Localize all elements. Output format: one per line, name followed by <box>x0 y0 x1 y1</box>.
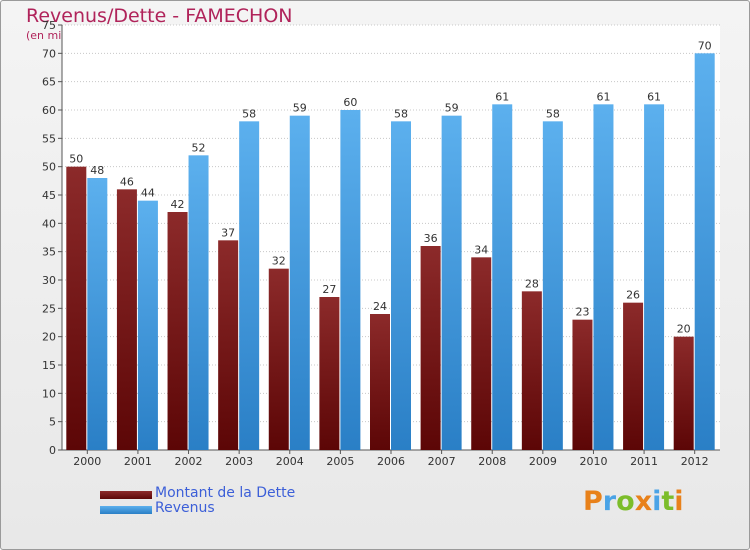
data-label-revenus: 70 <box>698 39 712 52</box>
x-tick-label: 2001 <box>124 455 152 468</box>
x-tick-label: 2008 <box>478 455 506 468</box>
bar-revenus <box>644 104 665 450</box>
legend-swatch-revenus <box>100 506 152 514</box>
legend-swatch-dette <box>100 491 152 499</box>
bar-dette <box>572 319 593 450</box>
bar-dette <box>420 246 441 450</box>
data-label-revenus: 58 <box>546 107 560 120</box>
data-label-revenus: 58 <box>394 107 408 120</box>
data-label-revenus: 61 <box>495 90 509 103</box>
data-label-dette: 50 <box>69 153 83 166</box>
data-label-dette: 28 <box>525 277 539 290</box>
data-label-dette: 23 <box>575 306 589 319</box>
y-tick-label: 65 <box>42 76 56 89</box>
data-label-revenus: 58 <box>242 107 256 120</box>
y-tick-label: 25 <box>42 302 56 315</box>
bar-revenus <box>492 104 513 450</box>
x-tick-label: 2000 <box>73 455 101 468</box>
data-label-dette: 32 <box>272 255 286 268</box>
y-tick-label: 40 <box>42 217 56 230</box>
bar-dette <box>268 268 289 450</box>
bar-revenus <box>188 155 209 451</box>
x-tick-label: 2010 <box>579 455 607 468</box>
bar-dette <box>116 189 137 451</box>
x-tick-label: 2003 <box>225 455 253 468</box>
data-label-dette: 36 <box>424 232 438 245</box>
y-tick-label: 50 <box>42 161 56 174</box>
data-label-revenus: 61 <box>596 90 610 103</box>
bar-dette <box>66 166 87 450</box>
data-label-dette: 24 <box>373 300 387 313</box>
y-tick-label: 75 <box>42 19 56 32</box>
y-tick-label: 60 <box>42 104 56 117</box>
x-tick-label: 2011 <box>630 455 658 468</box>
data-label-revenus: 48 <box>90 164 104 177</box>
legend-label-dette: Montant de la Dette <box>155 485 296 501</box>
data-label-dette: 27 <box>322 283 336 296</box>
data-label-dette: 20 <box>677 323 691 336</box>
y-tick-label: 35 <box>42 246 56 259</box>
y-tick-label: 30 <box>42 274 56 287</box>
data-label-revenus: 59 <box>445 102 459 115</box>
bar-revenus <box>694 53 715 450</box>
bar-dette <box>218 240 239 450</box>
x-tick-label: 2009 <box>529 455 557 468</box>
y-tick-label: 20 <box>42 331 56 344</box>
y-tick-label: 10 <box>42 387 56 400</box>
x-tick-label: 2012 <box>681 455 709 468</box>
data-label-dette: 37 <box>221 226 235 239</box>
bar-revenus <box>289 115 310 451</box>
data-label-revenus: 60 <box>343 96 357 109</box>
y-tick-label: 45 <box>42 189 56 202</box>
proxiti-logo: Proxiti <box>583 486 684 517</box>
data-label-revenus: 52 <box>192 141 206 154</box>
y-tick-label: 5 <box>49 416 56 429</box>
bar-revenus <box>441 115 462 451</box>
data-label-dette: 42 <box>171 198 185 211</box>
y-tick-label: 15 <box>42 359 56 372</box>
bar-revenus <box>239 121 260 450</box>
data-label-revenus: 59 <box>293 102 307 115</box>
data-label-dette: 34 <box>474 243 488 256</box>
bar-dette <box>319 297 340 450</box>
x-tick-label: 2006 <box>377 455 405 468</box>
bar-dette <box>673 336 694 450</box>
bar-revenus <box>340 110 361 450</box>
chart-title: Revenus/Dette - FAMECHON <box>26 5 293 27</box>
data-label-revenus: 61 <box>647 90 661 103</box>
data-label-revenus: 44 <box>141 187 155 200</box>
y-tick-label: 70 <box>42 47 56 60</box>
bar-dette <box>471 257 492 450</box>
bar-revenus <box>87 178 108 450</box>
x-tick-label: 2007 <box>428 455 456 468</box>
bar-dette <box>521 291 542 450</box>
x-tick-label: 2004 <box>276 455 304 468</box>
bar-revenus <box>137 200 158 450</box>
bar-dette <box>623 302 644 450</box>
bar-dette <box>167 212 188 450</box>
x-tick-label: 2002 <box>175 455 203 468</box>
data-label-dette: 46 <box>120 175 134 188</box>
legend-label-revenus: Revenus <box>155 500 215 516</box>
logo-text: Proxiti <box>583 486 684 517</box>
y-tick-label: 0 <box>49 444 56 457</box>
bar-revenus <box>542 121 563 450</box>
bar-dette <box>370 314 390 450</box>
bar-revenus <box>391 121 411 450</box>
y-tick-label: 55 <box>42 132 56 145</box>
bar-revenus <box>593 104 614 450</box>
data-label-dette: 26 <box>626 289 640 302</box>
x-tick-label: 2005 <box>326 455 354 468</box>
